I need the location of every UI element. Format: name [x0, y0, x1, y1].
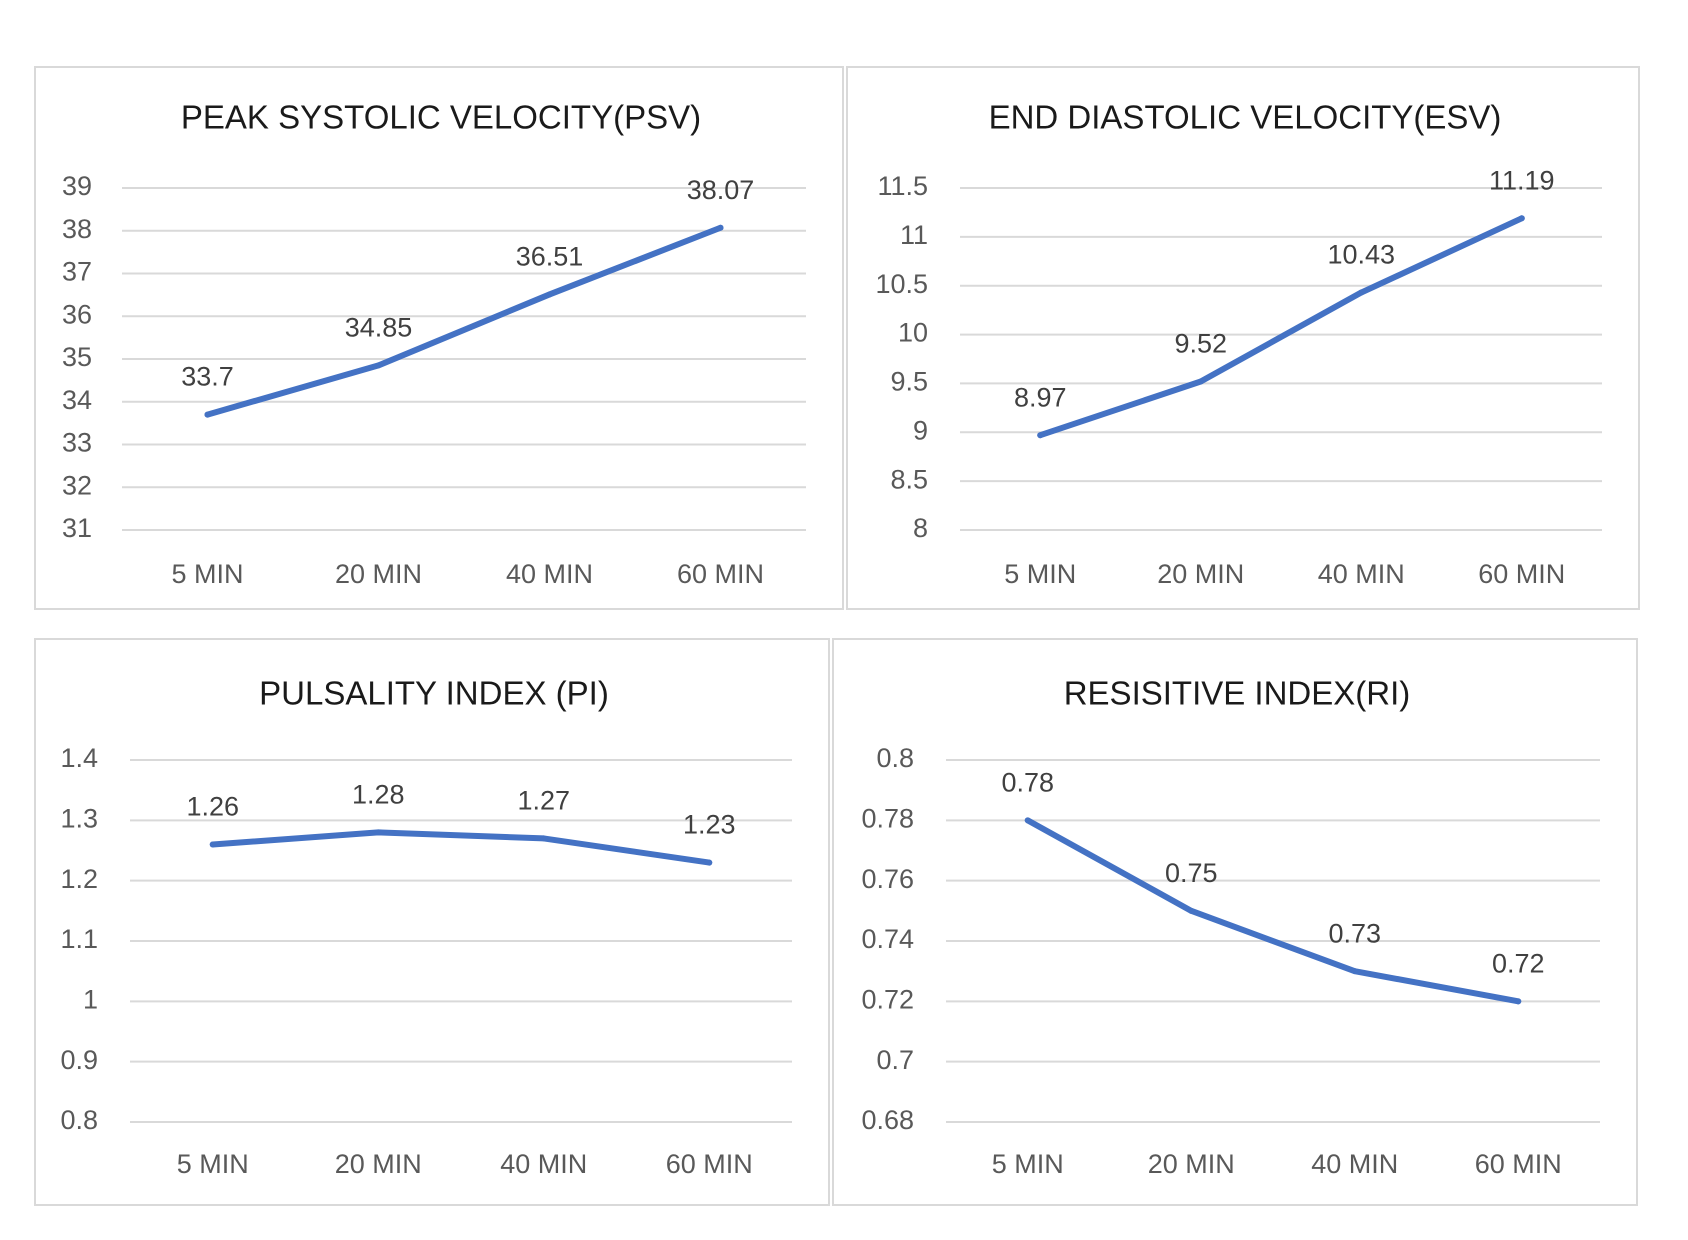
ri-y-tick-label: 0.7	[876, 1045, 914, 1075]
psv-y-tick-label: 35	[62, 342, 92, 372]
psv-data-point	[717, 224, 724, 231]
esv-y-tick-label: 9	[913, 415, 928, 445]
ri-data-point	[1515, 998, 1522, 1005]
pi-x-tick-label: 5 MIN	[177, 1149, 249, 1179]
esv-chart-title: END DIASTOLIC VELOCITY(ESV)	[989, 99, 1502, 136]
pi-chart-title: PULSALITY INDEX (PI)	[259, 675, 609, 712]
psv-chart: PEAK SYSTOLIC VELOCITY(PSV) 31 32 33 34 35 36 3…	[62, 99, 806, 589]
esv-x-tick-label: 60 MIN	[1478, 559, 1565, 589]
psv-data-label: 38.07	[687, 175, 755, 205]
ri-x-tick-label: 5 MIN	[992, 1149, 1064, 1179]
ri-data-label: 0.73	[1328, 918, 1381, 948]
psv-chart-title: PEAK SYSTOLIC VELOCITY(PSV)	[181, 99, 701, 136]
esv-series-line	[1037, 215, 1525, 439]
esv-y-tick-label: 8	[913, 513, 928, 543]
pi-x-tick-label: 40 MIN	[500, 1149, 587, 1179]
pi-series-line	[209, 829, 713, 866]
ri-y-tick-label: 0.74	[861, 924, 914, 954]
pi-data-point	[540, 835, 547, 842]
ri-x-tick-label: 40 MIN	[1311, 1149, 1398, 1179]
psv-chart-panel: PEAK SYSTOLIC VELOCITY(PSV) 31 32 33 34 35 36 3…	[34, 66, 844, 610]
pi-data-label: 1.28	[352, 780, 405, 810]
ri-x-tick-label: 60 MIN	[1475, 1149, 1562, 1179]
pi-data-label: 1.27	[517, 786, 570, 816]
esv-x-tick-label: 20 MIN	[1157, 559, 1244, 589]
esv-data-point	[1197, 378, 1204, 385]
pi-y-tick-label: 1	[83, 984, 98, 1014]
pi-chart-panel: PULSALITY INDEX (PI) 0.8 0.9 1 1.1 1.2 1.3 1.4 5…	[34, 638, 830, 1206]
ri-data-label: 0.78	[1001, 767, 1054, 797]
ri-y-tick-label: 0.78	[861, 803, 914, 833]
psv-data-point	[375, 362, 382, 369]
ri-x-tick-label: 20 MIN	[1148, 1149, 1235, 1179]
pi-data-label: 1.26	[186, 792, 239, 822]
pi-x-tick-label: 20 MIN	[335, 1149, 422, 1179]
psv-y-tick-label: 37	[62, 257, 92, 287]
esv-data-label: 11.19	[1489, 165, 1555, 195]
pi-y-tick-label: 0.8	[60, 1105, 98, 1135]
psv-x-tick-label: 20 MIN	[335, 559, 422, 589]
esv-data-point	[1518, 215, 1525, 222]
esv-data-label: 9.52	[1174, 329, 1227, 359]
pi-data-point	[209, 841, 216, 848]
psv-y-tick-label: 36	[62, 299, 92, 329]
psv-data-point	[546, 291, 553, 298]
esv-x-tick-label: 40 MIN	[1318, 559, 1405, 589]
psv-y-tick-label: 33	[62, 428, 92, 458]
pi-data-label: 1.23	[683, 810, 736, 840]
pi-data-point	[706, 859, 713, 866]
pi-y-tick-label: 1.1	[60, 924, 98, 954]
psv-y-tick-label: 38	[62, 214, 92, 244]
psv-y-tick-label: 32	[62, 470, 92, 500]
pi-y-tick-label: 1.3	[60, 803, 98, 833]
ri-data-label: 0.72	[1492, 948, 1545, 978]
pi-y-tick-label: 1.4	[60, 743, 98, 773]
esv-y-tick-label: 10	[898, 318, 928, 348]
ri-y-tick-label: 0.68	[861, 1105, 914, 1135]
esv-y-tick-label: 10.5	[875, 269, 928, 299]
pi-y-tick-label: 1.2	[60, 864, 98, 894]
esv-x-tick-label: 5 MIN	[1004, 559, 1076, 589]
esv-chart-panel: END DIASTOLIC VELOCITY(ESV) 8 8.5 9 9.5 10 10.…	[846, 66, 1640, 610]
esv-chart: END DIASTOLIC VELOCITY(ESV) 8 8.5 9 9.5 10 10.…	[875, 99, 1602, 589]
esv-y-tick-label: 8.5	[890, 464, 928, 494]
ri-series-line	[1024, 817, 1522, 1005]
pi-y-tick-label: 0.9	[60, 1045, 98, 1075]
ri-chart-title: RESISITIVE INDEX(RI)	[1064, 675, 1411, 712]
pi-data-point	[375, 829, 382, 836]
pi-chart: PULSALITY INDEX (PI) 0.8 0.9 1 1.1 1.2 1.3 1.4 5…	[60, 675, 792, 1179]
psv-data-label: 36.51	[516, 242, 584, 272]
psv-x-tick-label: 60 MIN	[677, 559, 764, 589]
psv-data-label: 34.85	[345, 313, 413, 343]
pi-x-tick-label: 60 MIN	[666, 1149, 753, 1179]
psv-y-tick-label: 34	[62, 385, 92, 415]
ri-y-tick-label: 0.76	[861, 864, 914, 894]
esv-data-label: 10.43	[1327, 240, 1395, 270]
ri-data-label: 0.75	[1165, 858, 1218, 888]
psv-x-tick-label: 5 MIN	[171, 559, 243, 589]
esv-data-point	[1358, 289, 1365, 296]
esv-y-tick-label: 11.5	[877, 171, 928, 201]
psv-y-tick-label: 31	[62, 513, 92, 543]
ri-data-point	[1024, 817, 1031, 824]
ri-chart-panel: RESISITIVE INDEX(RI) 0.68 0.7 0.72 0.74 0.76 0…	[832, 638, 1638, 1206]
psv-data-label: 33.7	[181, 362, 234, 392]
ri-y-tick-label: 0.72	[861, 984, 914, 1014]
esv-data-point	[1037, 432, 1044, 439]
psv-y-tick-label: 39	[62, 171, 92, 201]
ri-data-point	[1188, 907, 1195, 914]
ri-chart: RESISITIVE INDEX(RI) 0.68 0.7 0.72 0.74 0.76 0…	[861, 675, 1600, 1179]
ri-data-point	[1351, 968, 1358, 975]
esv-data-label: 8.97	[1014, 382, 1067, 412]
psv-series-line	[204, 224, 724, 418]
psv-x-tick-label: 40 MIN	[506, 559, 593, 589]
esv-y-tick-label: 11	[900, 220, 928, 250]
ri-y-tick-label: 0.8	[876, 743, 914, 773]
esv-y-tick-label: 9.5	[890, 367, 928, 397]
psv-data-point	[204, 411, 211, 418]
